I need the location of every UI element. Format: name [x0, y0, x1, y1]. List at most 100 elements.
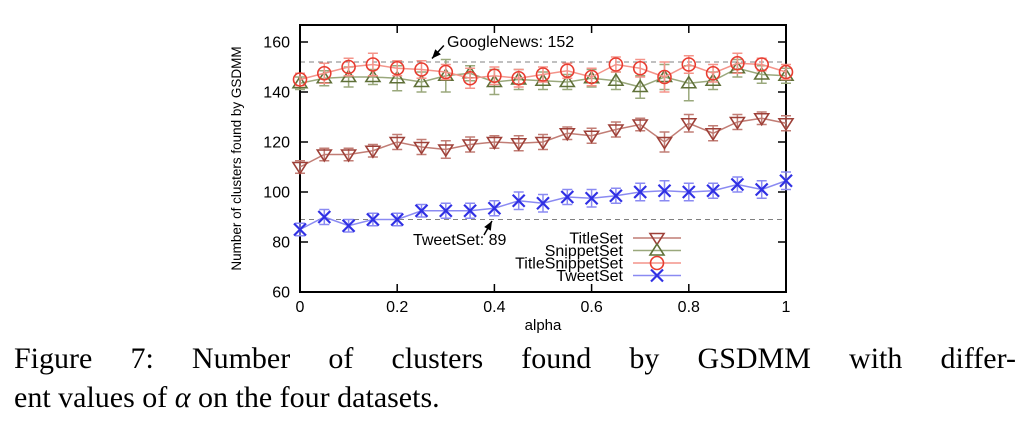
tweetset-x-marker [414, 203, 429, 218]
legend-tweetset-x-marker [650, 268, 664, 283]
snippetset-triangle-up-marker [704, 72, 722, 87]
titleset-triangle-down-marker [437, 144, 455, 158]
tweetset-x-marker [633, 185, 647, 199]
snippetset-triangle-up-marker [558, 74, 576, 88]
titlesnippetset-circle-marker [778, 64, 794, 80]
titlesnippetset-circle-marker [341, 59, 356, 75]
titleset-triangle-down-marker [461, 139, 479, 153]
y-tick-label: 100 [263, 185, 290, 202]
titlesnippetset-circle-marker [487, 68, 502, 84]
titleset-triangle-down-marker [388, 136, 406, 150]
tweetset-x-marker [366, 212, 380, 227]
titlesnippetset-circle-marker [681, 57, 697, 72]
legend-label-tweetset: TweetSet [556, 268, 623, 285]
snippetset-triangle-up-marker [413, 74, 430, 88]
titleset-triangle-down-marker [680, 117, 698, 132]
caption-text-1: Figure 7: Number of clusters found by GS… [14, 342, 1016, 375]
tweetset-x-marker [293, 222, 307, 237]
caption-text-2b: on the four datasets. [190, 381, 440, 414]
titleset-triangle-down-marker [704, 127, 722, 142]
titleset-triangle-down-marker [558, 127, 576, 142]
snippetset-triangle-up-marker [753, 66, 771, 80]
y-tick-label: 160 [263, 35, 290, 52]
titleset-triangle-down-marker [364, 145, 382, 159]
x-axis-label: alpha [525, 317, 562, 334]
annotation-text-2: TweetSet: 89 [413, 232, 506, 249]
y-axis-label: Number of clusters found by GSDMM [229, 46, 244, 270]
x-tick-label: 0.4 [483, 299, 505, 316]
tweetset-x-marker [584, 191, 599, 206]
legend-label-titleset: TitleSet [569, 231, 623, 248]
titlesnippetset-circle-marker [365, 57, 381, 72]
titleset-series-line [299, 117, 787, 168]
titlesnippetset-circle-marker [438, 64, 454, 80]
titleset-triangle-down-marker [315, 149, 333, 163]
legend-label-snippetset: SnippetSet [545, 243, 624, 260]
x-tick-label: 0.2 [386, 299, 408, 316]
caption-text-2a: ent values of [14, 381, 175, 414]
tweetset-x-marker [682, 185, 696, 199]
titlesnippetset-circle-marker [389, 60, 405, 76]
titleset-triangle-down-marker [534, 136, 552, 150]
tweetset-x-marker [657, 183, 672, 198]
x-tick-label: 0.8 [678, 299, 700, 316]
legend-titleset-triangle-down-marker [648, 232, 666, 246]
titlesnippetset-circle-marker [316, 65, 332, 81]
snippetset-triangle-up-marker [291, 75, 309, 89]
tweetset-x-marker [609, 188, 623, 203]
tweetset-x-marker [536, 196, 550, 211]
annotation-text-1: GoogleNews: 152 [447, 34, 574, 51]
tweetset-x-marker [390, 212, 404, 227]
plot-frame [299, 24, 787, 293]
clusters-vs-alpha-chart: 0 0.2 0.4 0.6 0.8 16080100120140160alphaNumbe… [229, 24, 795, 334]
snippetset-triangle-up-marker [680, 75, 698, 89]
y-tick-label: 120 [263, 135, 290, 152]
titlesnippetset-circle-marker [535, 67, 551, 82]
tweetset-x-marker [487, 201, 502, 216]
tweetset-x-marker [779, 173, 793, 188]
tweetset-x-marker [317, 210, 332, 224]
titlesnippetset-circle-marker [462, 70, 478, 86]
titlesnippetset-circle-marker [511, 70, 527, 86]
titlesnippetset-circle-marker [657, 69, 672, 85]
titlesnippetset-circle-marker [414, 62, 429, 77]
annotation-arrowhead-2 [484, 221, 492, 231]
titleset-triangle-down-marker [340, 149, 358, 163]
tweetset-x-marker [511, 193, 526, 208]
annotation-arrowhead-1 [431, 49, 441, 59]
titlesnippetset-circle-marker [608, 57, 624, 72]
titlesnippetset-circle-marker [559, 63, 575, 79]
titleset-triangle-down-marker [583, 130, 601, 144]
tweetset-x-marker [341, 218, 356, 233]
tweetset-x-marker [463, 203, 477, 218]
snippetset-triangle-up-marker [631, 79, 649, 93]
titlesnippetset-circle-marker [705, 65, 721, 81]
titleset-triangle-down-marker [510, 137, 528, 152]
tweetset-x-marker [560, 190, 575, 204]
titleset-triangle-down-marker [631, 119, 649, 133]
tweetset-x-marker [439, 203, 453, 218]
y-tick-label: 60 [272, 285, 290, 302]
snippetset-triangle-up-marker [607, 72, 625, 87]
figure-7: 0 0.2 0.4 0.6 0.8 1 60 80 100 120 140 160 alpha Numbe… [0, 24, 1016, 417]
x-tick-label: 1 [782, 299, 791, 316]
titlesnippetset-series-line [299, 62, 787, 81]
titleset-triangle-down-marker [291, 161, 309, 175]
legend-snippetset-triangle-up-marker [648, 242, 666, 256]
caption-line-2: ent values of α on the four datasets. [14, 378, 1016, 417]
alpha-math-symbol: α [174, 381, 191, 414]
legend-titlesnippetset-circle-marker [649, 255, 665, 271]
figure-caption: Figure 7: Number of clusters found by GS… [0, 339, 1016, 417]
titleset-triangle-down-marker [413, 141, 430, 155]
titleset-triangle-down-marker [485, 136, 503, 150]
titlesnippetset-circle-marker [632, 60, 648, 76]
titlesnippetset-circle-marker [730, 55, 745, 71]
titleset-triangle-down-marker [753, 112, 771, 127]
x-tick-label: 0.6 [580, 299, 602, 316]
x-tick-label: 0 [296, 299, 305, 316]
titleset-triangle-down-marker [656, 136, 673, 150]
tweetset-x-marker [706, 183, 720, 198]
titleset-triangle-down-marker [728, 116, 746, 130]
titlesnippetset-circle-marker [584, 69, 599, 85]
titleset-triangle-down-marker [607, 124, 625, 138]
